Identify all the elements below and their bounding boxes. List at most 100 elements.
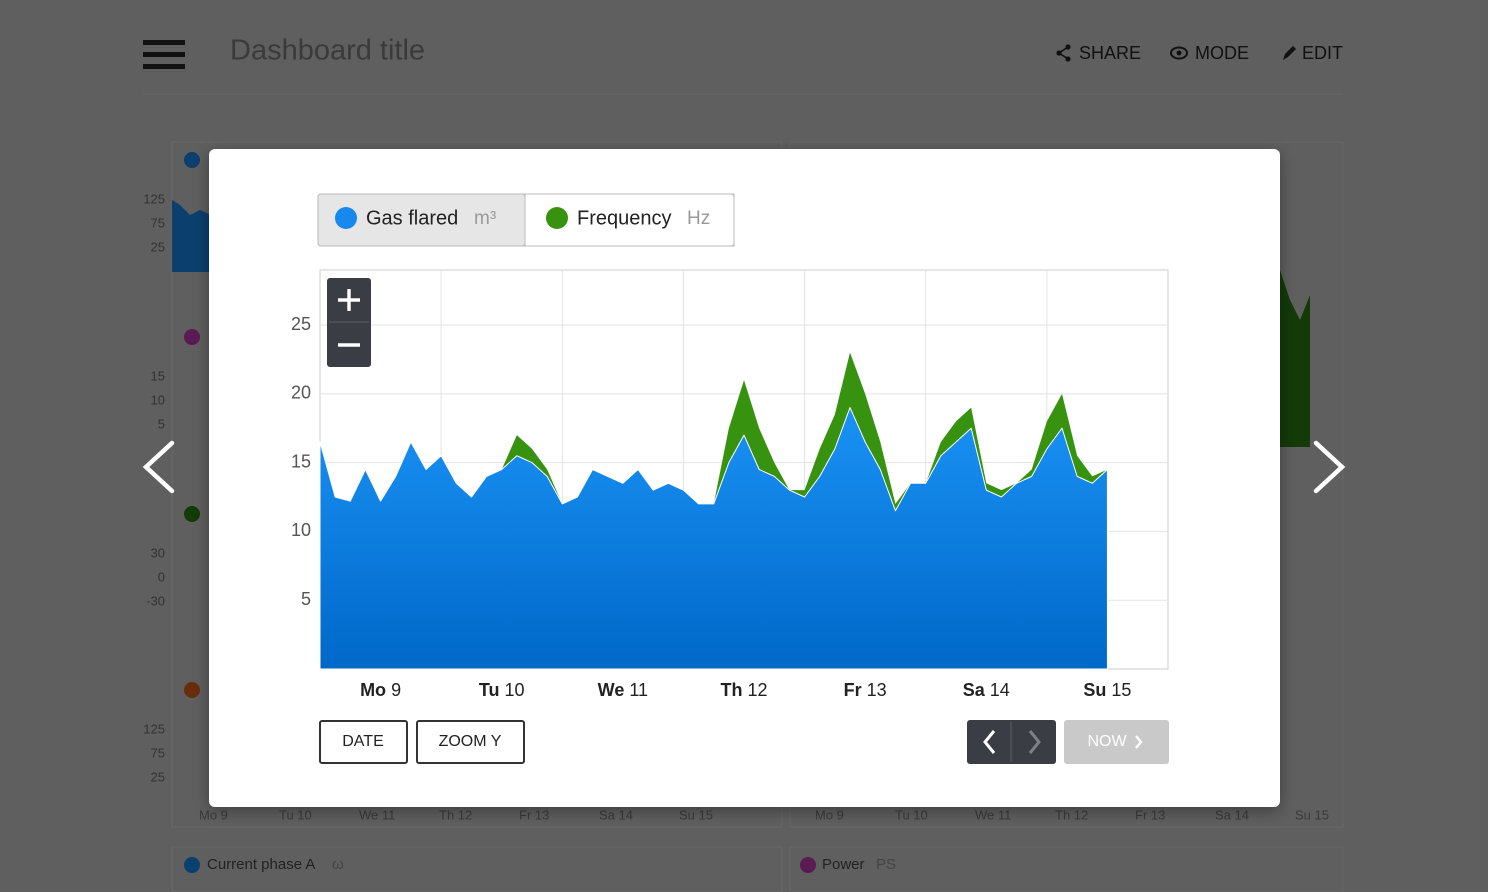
legend-dot bbox=[184, 682, 200, 698]
x-tick-date: 10 bbox=[505, 680, 525, 700]
edit-button[interactable]: EDIT bbox=[1283, 43, 1343, 63]
zoom-y-button[interactable]: ZOOM Y bbox=[416, 720, 525, 764]
x-tick-label: Mo 9 bbox=[360, 680, 401, 700]
x-tick-day: Mo bbox=[360, 680, 386, 700]
x-tick-date: 9 bbox=[391, 680, 401, 700]
bg-legend-name: Power bbox=[822, 856, 865, 873]
bg-tick-label: 75 bbox=[151, 745, 165, 760]
prev-arrow[interactable] bbox=[142, 440, 175, 494]
legend-dot bbox=[184, 329, 200, 345]
next-arrow[interactable] bbox=[1313, 440, 1346, 494]
menu-icon-bar bbox=[143, 52, 185, 57]
legend-unit: Hz bbox=[687, 208, 710, 229]
button-label: DATE bbox=[342, 733, 383, 750]
bg-day-label: Tu 10 bbox=[279, 807, 312, 822]
share-icon bbox=[1058, 46, 1069, 60]
header-actions: SHARE MODE EDIT bbox=[1056, 43, 1343, 63]
bg-day-label: Th 12 bbox=[439, 807, 472, 822]
x-tick-label: Tu 10 bbox=[479, 680, 525, 700]
bg-legend-name: Current phase A bbox=[207, 856, 315, 873]
bg-day-label: Fr 13 bbox=[519, 807, 549, 822]
bg-tick-label: 15 bbox=[151, 368, 165, 383]
menu-icon[interactable] bbox=[143, 40, 185, 45]
zoom-in[interactable] bbox=[338, 289, 360, 311]
x-tick-date: 14 bbox=[990, 680, 1010, 700]
bg-day-label: Mo 9 bbox=[199, 807, 228, 822]
bg-tick-label: 5 bbox=[158, 416, 165, 431]
bg-day-label: Su 15 bbox=[679, 807, 713, 822]
dashboard-background: Dashboard title 125752515105300-30125752… bbox=[143, 35, 1344, 892]
mode-button[interactable]: MODE bbox=[1170, 43, 1249, 63]
bg-legend-unit: ω bbox=[332, 856, 344, 873]
x-tick-label: Sa 14 bbox=[963, 680, 1010, 700]
x-tick-date: 12 bbox=[747, 680, 767, 700]
y-tick-label: 15 bbox=[291, 451, 311, 471]
area-series bbox=[320, 352, 1108, 511]
x-tick-day: We bbox=[598, 680, 625, 700]
x-tick-date: 11 bbox=[629, 680, 648, 700]
x-tick-label: Th 12 bbox=[720, 680, 767, 700]
bg-tick-label: 75 bbox=[151, 215, 165, 230]
eye-icon bbox=[1176, 50, 1182, 56]
nav-prev[interactable] bbox=[983, 730, 996, 754]
legend-name: Frequency bbox=[577, 207, 672, 229]
area-series bbox=[319, 407, 1108, 670]
bg-area bbox=[1280, 270, 1310, 447]
bg-day-label: Sa 14 bbox=[599, 807, 633, 822]
bg-day-label: Mo 9 bbox=[815, 807, 844, 822]
pencil-icon bbox=[1283, 46, 1296, 60]
x-tick-day: Su bbox=[1083, 680, 1106, 700]
legend-dot bbox=[335, 207, 357, 229]
nav-next[interactable] bbox=[1028, 730, 1041, 754]
bg-tick-label: 25 bbox=[151, 769, 165, 784]
modal: Gas flared m³ Frequency Hz 5 10 15 20 25 Mo 9 T… bbox=[209, 149, 1280, 807]
now-chevron bbox=[1135, 735, 1143, 749]
bg-day-label: We 11 bbox=[359, 807, 395, 822]
bg-tick-label: 25 bbox=[151, 239, 165, 254]
button-label: ZOOM Y bbox=[439, 733, 502, 750]
bg-tick-label: 30 bbox=[151, 545, 165, 560]
bg-day-label: Sa 14 bbox=[1215, 807, 1249, 822]
button-label: NOW bbox=[1087, 733, 1127, 750]
bg-tick-label: 125 bbox=[143, 191, 165, 206]
zoom-controls bbox=[327, 278, 371, 367]
x-tick-day: Fr bbox=[844, 680, 862, 700]
bg-tick-label: 0 bbox=[158, 569, 165, 584]
x-tick-day: Sa bbox=[963, 680, 986, 700]
eye-icon bbox=[1170, 46, 1188, 60]
bg-day-label: Fr 13 bbox=[1135, 807, 1165, 822]
y-tick-label: 25 bbox=[291, 314, 311, 334]
share-label: SHARE bbox=[1079, 43, 1141, 63]
bg-day-label: Su 15 bbox=[1295, 807, 1329, 822]
bg-day-label: Tu 10 bbox=[895, 807, 928, 822]
y-tick-label: 10 bbox=[291, 520, 311, 540]
button-box bbox=[1064, 720, 1169, 764]
bg-day-label: We 11 bbox=[975, 807, 1011, 822]
share-button[interactable]: SHARE bbox=[1056, 43, 1141, 63]
legend-dot bbox=[184, 857, 200, 873]
legend: Gas flared m³ Frequency Hz bbox=[317, 193, 735, 247]
now-button[interactable]: NOW bbox=[1064, 720, 1169, 764]
x-tick-label: Su 15 bbox=[1083, 680, 1131, 700]
bg-day-label: Th 12 bbox=[1055, 807, 1088, 822]
button-box bbox=[416, 720, 525, 764]
menu-icon-bar bbox=[143, 64, 185, 69]
x-tick-label: Fr 13 bbox=[844, 680, 887, 700]
legend-name: Gas flared bbox=[366, 207, 458, 229]
bg-legend-unit: PS bbox=[876, 856, 896, 873]
dashboard-title: Dashboard title bbox=[230, 35, 425, 67]
legend-dot bbox=[800, 857, 816, 873]
y-tick-label: 5 bbox=[301, 589, 311, 609]
mode-label: MODE bbox=[1195, 43, 1249, 63]
legend-dot bbox=[184, 152, 200, 168]
bg-tick-label: 10 bbox=[151, 392, 165, 407]
x-tick-date: 13 bbox=[867, 680, 887, 700]
bg-tick-label: -30 bbox=[146, 593, 165, 608]
bg-area bbox=[172, 200, 209, 272]
date-button[interactable]: DATE bbox=[319, 720, 408, 764]
legend-dot bbox=[546, 207, 568, 229]
legend-tab[interactable] bbox=[524, 193, 735, 247]
legend-unit: m³ bbox=[474, 208, 496, 229]
